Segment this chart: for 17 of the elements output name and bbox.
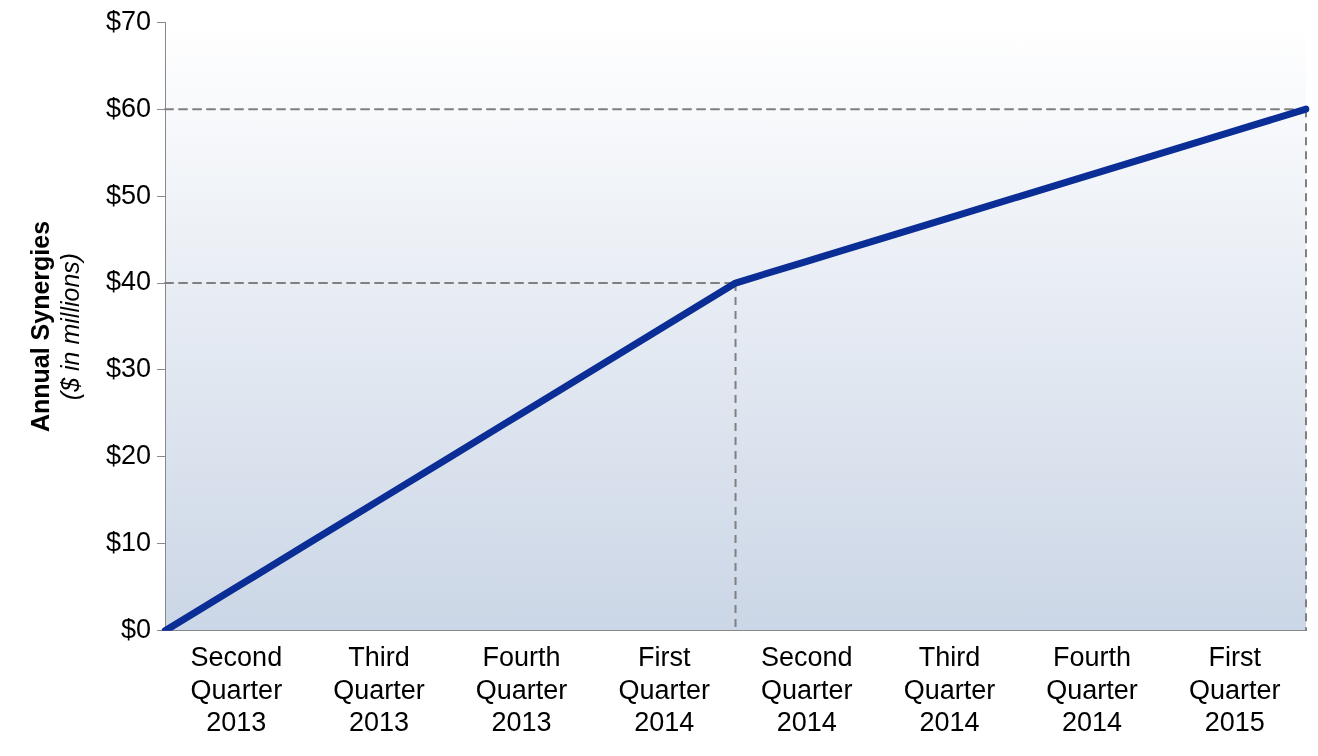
x-tick-label: First Quarter 2014 [618, 642, 710, 738]
x-tick-label: Fourth Quarter 2013 [475, 642, 568, 738]
y-tick-label: $30 [105, 353, 152, 384]
y-axis-title: Annual Synergies ($ in millions) [25, 220, 84, 433]
y-tick-label: $20 [105, 440, 152, 471]
y-tick-label: $50 [105, 179, 152, 210]
y-tick-label: $10 [105, 527, 152, 558]
x-tick-label: Fourth Quarter 2014 [1046, 642, 1138, 738]
x-tick-label: Second Quarter 2014 [761, 642, 853, 738]
x-tick-label: Third Quarter 2013 [333, 642, 425, 738]
y-tick-label: $60 [105, 92, 152, 123]
x-tick-label: First Quarter 2015 [1188, 642, 1281, 738]
y-tick-label: $70 [105, 5, 152, 36]
y-tick-label: $0 [121, 614, 152, 645]
x-tick-label: Second Quarter 2013 [190, 642, 283, 738]
y-tick-label: $40 [105, 266, 152, 297]
x-tick-label: Third Quarter 2014 [903, 642, 996, 738]
